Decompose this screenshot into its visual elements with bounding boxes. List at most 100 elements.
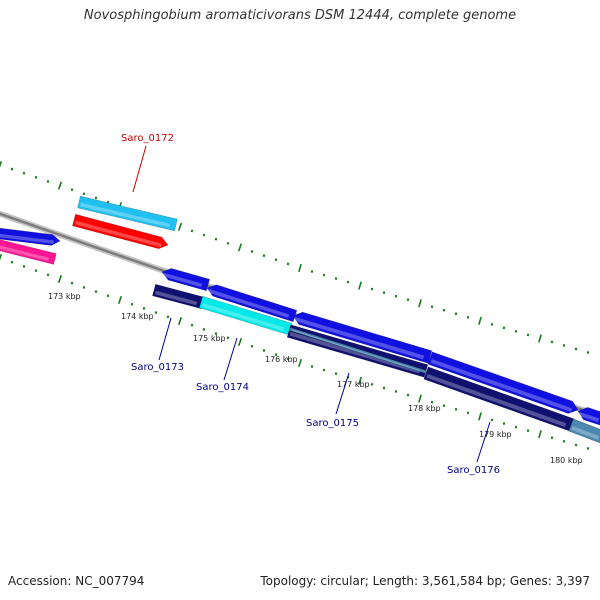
ruler-tick xyxy=(190,323,194,327)
ruler-tick xyxy=(454,312,458,316)
inner-tick-track xyxy=(0,253,590,450)
ruler-tick xyxy=(202,233,206,237)
ruler-tick xyxy=(34,175,38,179)
ruler-tick xyxy=(562,439,566,443)
ruler-tick xyxy=(454,407,458,411)
kbp-label: 176 kbp xyxy=(265,355,298,364)
ruler-tick xyxy=(130,302,134,306)
kbp-label: 175 kbp xyxy=(193,334,226,343)
gene-arrow xyxy=(198,295,293,336)
kbp-label: 179 kbp xyxy=(479,430,512,439)
ruler-tick xyxy=(94,196,98,200)
ruler-tick xyxy=(262,254,266,258)
ruler-tick xyxy=(22,171,26,175)
ruler-tick xyxy=(226,336,230,340)
ruler-tick xyxy=(70,188,74,192)
label-leader-line xyxy=(158,317,172,361)
gene-arrow xyxy=(161,268,211,292)
label-leader-line xyxy=(223,337,238,381)
ruler-tick xyxy=(117,295,123,305)
gene-arrow xyxy=(292,311,433,364)
ruler-tick xyxy=(237,243,243,252)
ruler-tick xyxy=(586,447,590,450)
ruler-tick xyxy=(466,411,470,415)
gene-highlight xyxy=(430,358,573,412)
gene-label: Saro_0175 xyxy=(306,418,359,429)
ruler-tick xyxy=(526,333,530,337)
gene-arrow xyxy=(568,418,600,444)
ruler-tick xyxy=(310,270,314,273)
ruler-tick xyxy=(538,334,542,343)
ruler-tick xyxy=(286,357,290,361)
ruler-tick xyxy=(10,167,14,171)
ruler-tick xyxy=(274,258,278,262)
ruler-tick xyxy=(46,180,50,183)
gene-label: Saro_0172 xyxy=(121,133,174,144)
gene-highlight xyxy=(578,411,600,423)
gene-highlight xyxy=(0,245,50,262)
ruler-tick xyxy=(310,365,314,368)
ruler-tick xyxy=(562,344,566,347)
ruler-tick xyxy=(334,372,338,376)
ruler-tick xyxy=(586,351,590,354)
ruler-tick xyxy=(526,429,530,433)
ruler-tick xyxy=(190,229,194,233)
ruler-tick xyxy=(322,273,326,277)
label-leaders xyxy=(132,145,491,463)
ruler-tick xyxy=(298,263,302,273)
kbp-label: 173 kbp xyxy=(48,292,81,301)
gene-highlight xyxy=(291,329,421,372)
ruler-tick xyxy=(442,308,446,312)
gene-arrow xyxy=(0,227,61,246)
ruler-tick xyxy=(466,315,470,319)
ruler-tick xyxy=(286,262,290,266)
ruler-tick xyxy=(177,222,183,231)
gene-label: Saro_0176 xyxy=(447,465,500,476)
ruler-tick xyxy=(106,294,110,298)
ruler-tick xyxy=(370,382,374,386)
ruler-tick xyxy=(34,269,38,273)
ruler-tick xyxy=(394,390,398,393)
map-title: Novosphingobium aromaticivorans DSM 1244… xyxy=(83,8,517,23)
ruler-tick xyxy=(142,306,146,310)
gene-arrow xyxy=(427,351,579,414)
ruler-tick xyxy=(226,241,230,245)
ruler-tick xyxy=(538,430,542,439)
ruler-tick xyxy=(478,316,482,325)
gene-arrow xyxy=(577,407,600,426)
ruler-tick xyxy=(490,322,494,326)
gene-highlight xyxy=(207,288,290,318)
gene-label: Saro_0174 xyxy=(196,382,249,393)
gene-arrow xyxy=(0,239,57,265)
ruler-tick xyxy=(394,294,398,298)
ruler-tick xyxy=(430,400,434,404)
ruler-tick xyxy=(46,273,50,277)
ruler-tick xyxy=(358,376,362,385)
gene-arrow xyxy=(72,213,169,250)
ruler-tick xyxy=(214,332,218,336)
ruler-tick xyxy=(166,315,170,319)
ruler-tick xyxy=(202,327,206,331)
ruler-tick xyxy=(418,299,422,308)
ruler-tick xyxy=(514,425,518,429)
ruler-tick xyxy=(177,316,183,326)
ruler-tick xyxy=(490,418,494,422)
ruler-tick xyxy=(574,347,578,351)
ruler-tick xyxy=(358,281,362,290)
ruler-tick xyxy=(502,422,506,425)
gene-highlight xyxy=(426,373,567,427)
ruler-tick xyxy=(346,280,350,284)
ruler-tick xyxy=(57,181,63,190)
ruler-tick xyxy=(250,344,254,348)
ruler-tick xyxy=(442,404,446,408)
ruler-tick xyxy=(406,298,410,302)
kbp-labels: 173 kbp 174 kbp 175 kbp 176 kbp 177 kbp 178 k… xyxy=(48,292,583,465)
ruler-tick xyxy=(298,358,302,368)
gene-labels: Saro_0172 Saro_0173 Saro_0174 Saro_0175 Saro… xyxy=(121,133,500,476)
gene-highlight xyxy=(162,272,203,288)
label-leader-line xyxy=(335,372,350,415)
gene-features xyxy=(0,195,600,444)
ruler-tick xyxy=(334,277,338,280)
ruler-tick xyxy=(0,253,3,261)
gene-arrow xyxy=(423,366,575,432)
